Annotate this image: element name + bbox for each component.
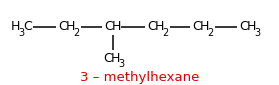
Text: C: C xyxy=(240,20,248,33)
Text: C: C xyxy=(104,20,113,33)
Text: 2: 2 xyxy=(73,28,80,38)
Text: H: H xyxy=(110,52,120,65)
Text: H: H xyxy=(112,20,121,33)
Text: 3: 3 xyxy=(18,28,24,38)
Text: 2: 2 xyxy=(207,28,213,38)
Text: 3 – methylhexane: 3 – methylhexane xyxy=(80,71,199,84)
Text: 3: 3 xyxy=(118,59,124,69)
Text: H: H xyxy=(11,20,20,33)
Text: H: H xyxy=(66,20,75,33)
Text: C: C xyxy=(192,20,201,33)
Text: H: H xyxy=(247,20,256,33)
Text: C: C xyxy=(103,52,112,65)
Text: H: H xyxy=(199,20,209,33)
Text: C: C xyxy=(24,20,32,33)
Text: C: C xyxy=(148,20,156,33)
Text: 2: 2 xyxy=(162,28,169,38)
Text: 3: 3 xyxy=(254,28,261,38)
Text: C: C xyxy=(58,20,67,33)
Text: H: H xyxy=(155,20,164,33)
